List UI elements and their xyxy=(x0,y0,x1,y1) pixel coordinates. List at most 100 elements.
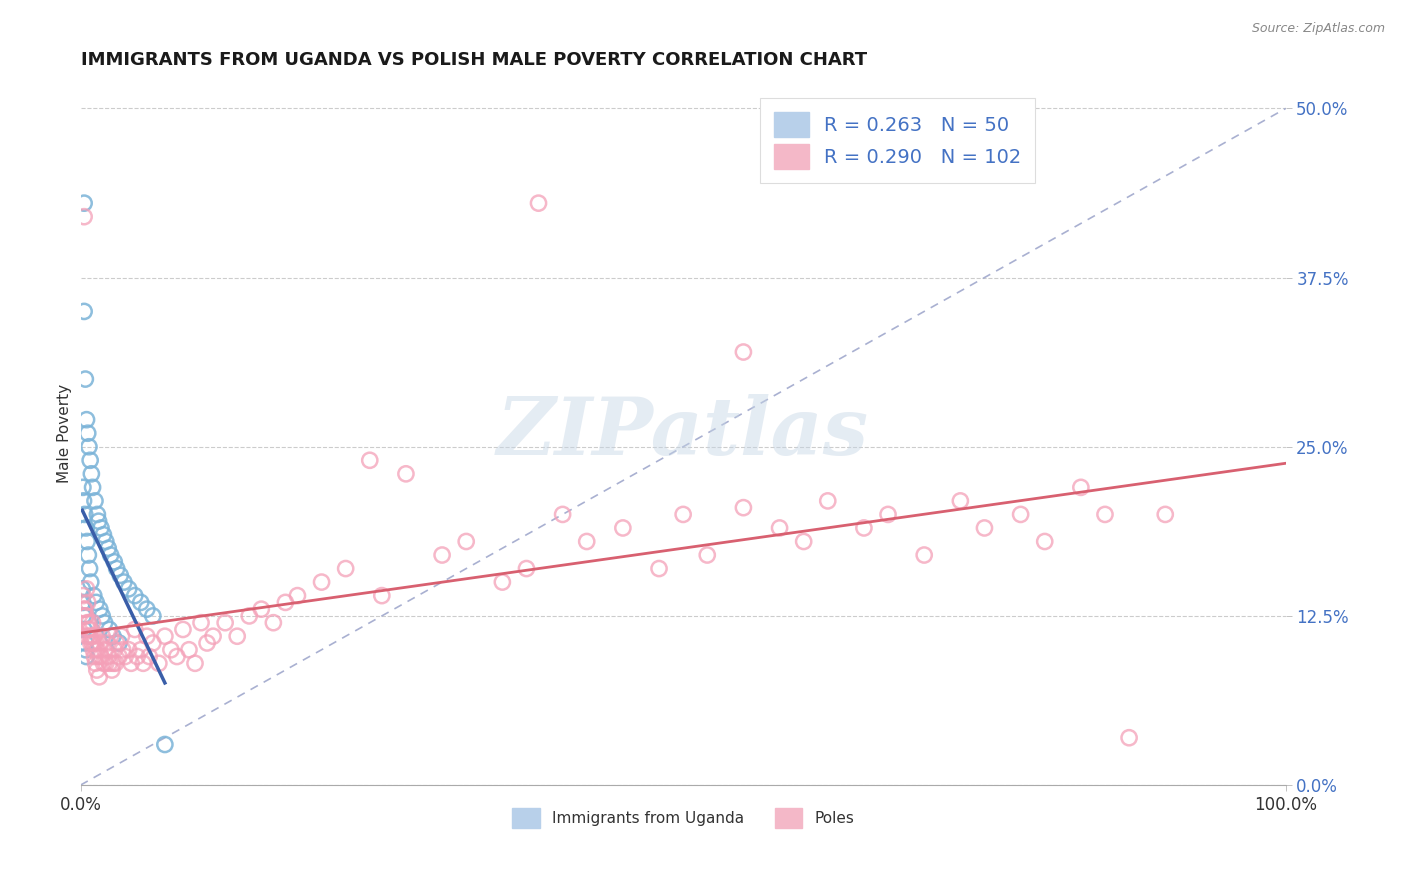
Legend: Immigrants from Uganda, Poles: Immigrants from Uganda, Poles xyxy=(506,802,860,834)
Point xyxy=(79,629,101,643)
Point xyxy=(973,521,995,535)
Point xyxy=(190,615,212,630)
Point xyxy=(1094,508,1116,522)
Point xyxy=(87,514,110,528)
Point xyxy=(105,561,128,575)
Point xyxy=(184,657,207,671)
Point xyxy=(86,663,108,677)
Point xyxy=(84,494,107,508)
Point xyxy=(79,453,101,467)
Point xyxy=(76,426,98,441)
Point xyxy=(73,196,96,211)
Point xyxy=(793,534,815,549)
Point xyxy=(87,649,110,664)
Point xyxy=(83,649,105,664)
Point xyxy=(101,629,124,643)
Point xyxy=(90,649,112,664)
Point xyxy=(105,636,128,650)
Point xyxy=(76,582,98,596)
Point xyxy=(114,649,136,664)
Point xyxy=(93,527,115,541)
Point xyxy=(195,636,218,650)
Point xyxy=(311,575,333,590)
Point xyxy=(96,636,118,650)
Point xyxy=(77,623,100,637)
Point xyxy=(82,615,104,630)
Point xyxy=(77,548,100,562)
Point xyxy=(101,663,124,677)
Point xyxy=(76,629,98,643)
Point xyxy=(80,575,103,590)
Point xyxy=(250,602,273,616)
Point xyxy=(395,467,418,481)
Point xyxy=(359,453,381,467)
Point xyxy=(612,521,634,535)
Point xyxy=(274,595,297,609)
Point xyxy=(153,738,176,752)
Point xyxy=(97,541,120,556)
Point xyxy=(172,623,194,637)
Point xyxy=(75,636,97,650)
Text: IMMIGRANTS FROM UGANDA VS POLISH MALE POVERTY CORRELATION CHART: IMMIGRANTS FROM UGANDA VS POLISH MALE PO… xyxy=(80,51,866,69)
Point xyxy=(127,649,149,664)
Point xyxy=(103,555,125,569)
Point xyxy=(527,196,550,211)
Point xyxy=(77,615,100,630)
Point xyxy=(817,494,839,508)
Point xyxy=(135,629,157,643)
Point xyxy=(129,642,152,657)
Point xyxy=(111,642,134,657)
Point xyxy=(72,582,94,596)
Point xyxy=(80,636,103,650)
Point xyxy=(108,636,131,650)
Point xyxy=(287,589,309,603)
Point xyxy=(515,561,537,575)
Point xyxy=(1033,534,1056,549)
Point xyxy=(72,494,94,508)
Point xyxy=(877,508,900,522)
Point xyxy=(1070,480,1092,494)
Point xyxy=(80,629,103,643)
Point xyxy=(648,561,671,575)
Point xyxy=(75,372,97,386)
Point xyxy=(89,670,111,684)
Point xyxy=(1118,731,1140,745)
Point xyxy=(103,642,125,657)
Point xyxy=(98,657,121,671)
Point xyxy=(84,636,107,650)
Point xyxy=(100,548,122,562)
Point xyxy=(76,615,98,630)
Point xyxy=(72,589,94,603)
Point xyxy=(76,534,98,549)
Point xyxy=(733,500,755,515)
Point xyxy=(110,629,132,643)
Point xyxy=(86,508,108,522)
Point xyxy=(76,595,98,609)
Point xyxy=(76,412,98,426)
Point xyxy=(202,629,225,643)
Point xyxy=(80,467,103,481)
Point xyxy=(138,649,160,664)
Point xyxy=(91,608,114,623)
Point xyxy=(72,480,94,494)
Point xyxy=(75,649,97,664)
Point xyxy=(84,595,107,609)
Point xyxy=(94,534,117,549)
Point xyxy=(672,508,695,522)
Point xyxy=(118,642,141,657)
Point xyxy=(104,657,127,671)
Point xyxy=(73,623,96,637)
Point xyxy=(456,534,478,549)
Point xyxy=(73,304,96,318)
Point xyxy=(238,608,260,623)
Point xyxy=(768,521,790,535)
Text: Source: ZipAtlas.com: Source: ZipAtlas.com xyxy=(1251,22,1385,36)
Point xyxy=(89,602,111,616)
Point xyxy=(93,615,115,630)
Point xyxy=(696,548,718,562)
Point xyxy=(90,521,112,535)
Point xyxy=(129,595,152,609)
Point xyxy=(1010,508,1032,522)
Point xyxy=(84,642,107,657)
Point xyxy=(214,615,236,630)
